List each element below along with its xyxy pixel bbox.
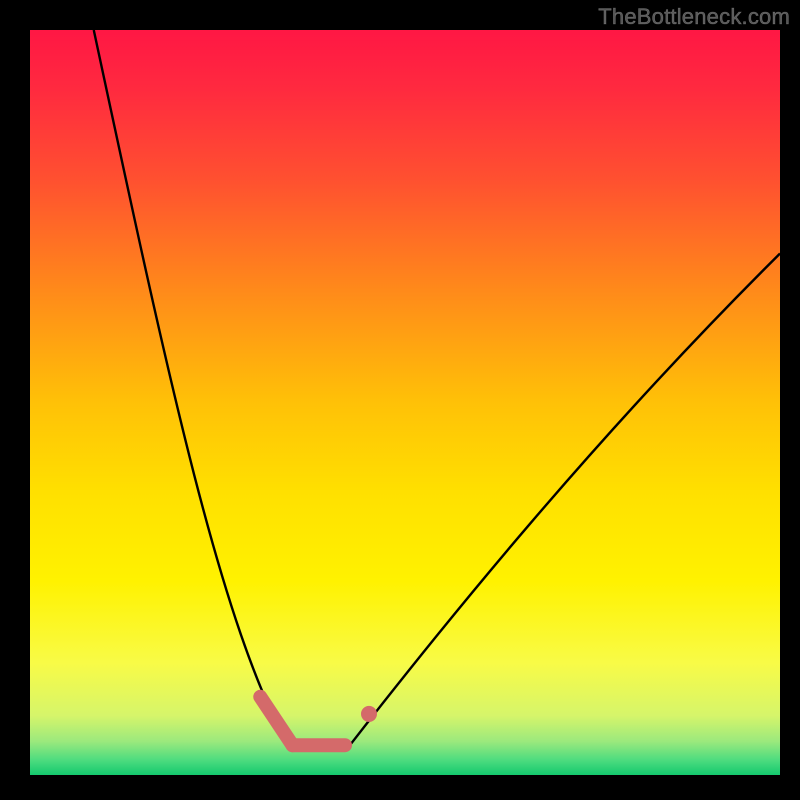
trough-dot: [361, 706, 377, 722]
chart-canvas: TheBottleneck.com: [0, 0, 800, 800]
watermark-text: TheBottleneck.com: [598, 4, 790, 30]
bottleneck-chart: [0, 0, 800, 800]
plot-area: [30, 30, 780, 775]
